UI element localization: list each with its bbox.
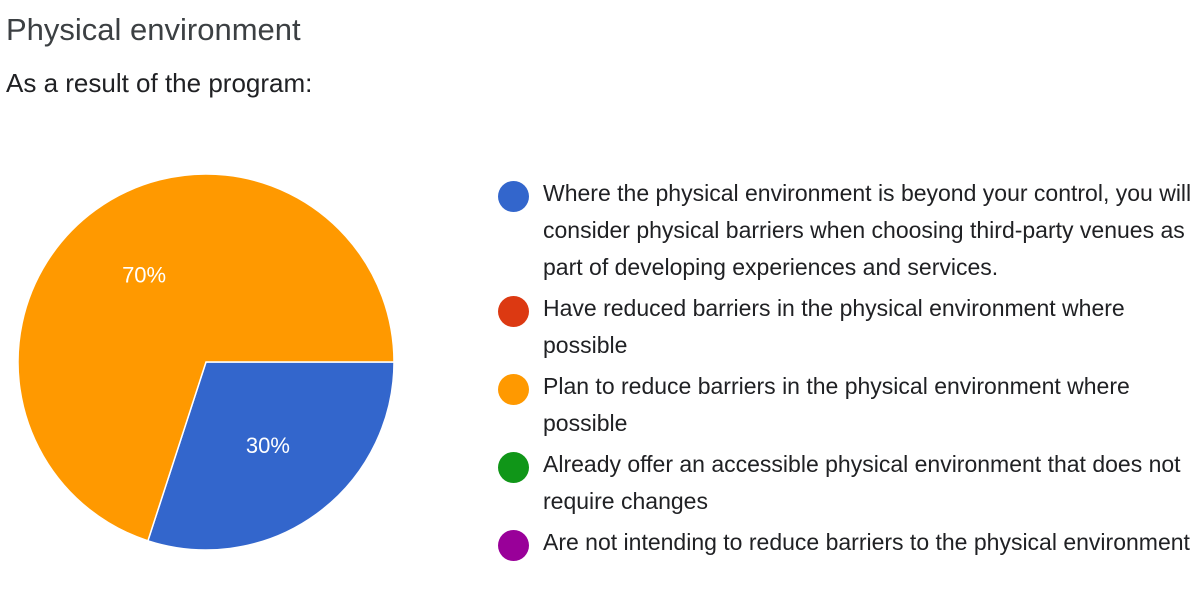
legend-swatch-icon — [498, 530, 529, 561]
legend-swatch-icon — [498, 181, 529, 212]
pie-chart: 30% 70% — [0, 160, 420, 570]
pie-slice-0 — [146, 361, 395, 551]
legend-item: Are not intending to reduce barriers to … — [498, 524, 1198, 561]
legend-swatch-icon — [498, 296, 529, 327]
pie-chart-svg: 30% 70% — [17, 173, 395, 551]
legend-label: Are not intending to reduce barriers to … — [543, 529, 1190, 555]
chart-legend: Where the physical environment is beyond… — [498, 175, 1198, 565]
legend-label: Plan to reduce barriers in the physical … — [543, 373, 1130, 436]
legend-label: Where the physical environment is beyond… — [543, 180, 1192, 280]
legend-swatch-icon — [498, 374, 529, 405]
legend-item: Have reduced barriers in the physical en… — [498, 290, 1198, 364]
legend-swatch-icon — [498, 452, 529, 483]
pie-slice-2 — [17, 173, 395, 542]
legend-item: Plan to reduce barriers in the physical … — [498, 368, 1198, 442]
legend-label: Have reduced barriers in the physical en… — [543, 295, 1125, 358]
legend-item: Where the physical environment is beyond… — [498, 175, 1198, 286]
pie-slice-label-0: 30% — [246, 433, 290, 458]
chart-title: Physical environment — [6, 12, 301, 47]
chart-subtitle: As a result of the program: — [6, 68, 313, 98]
legend-label: Already offer an accessible physical env… — [543, 451, 1181, 514]
legend-item: Already offer an accessible physical env… — [498, 446, 1198, 520]
pie-slice-label-2: 70% — [122, 263, 166, 288]
